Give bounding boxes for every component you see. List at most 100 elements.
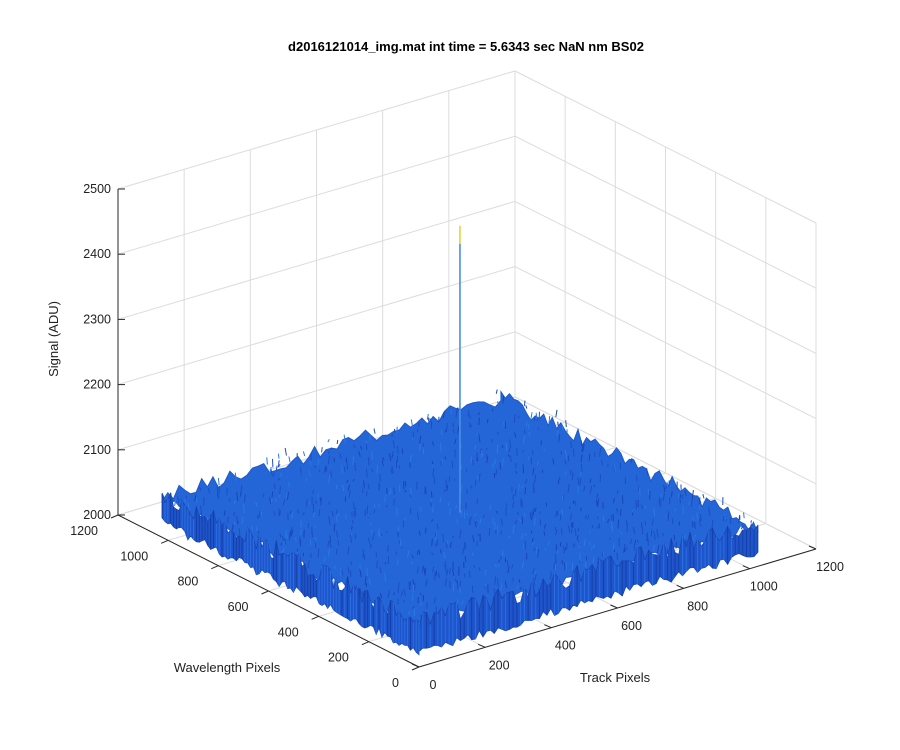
surface-texture [352,478,355,482]
surface-texture [311,531,314,538]
surface-texture [691,520,694,528]
surface-texture [323,556,326,562]
surface-texture [346,479,349,484]
surface-texture [459,580,462,587]
surface-texture [341,569,344,576]
surface-texture [455,505,458,509]
grid-line [514,70,817,224]
surface-texture [455,407,459,414]
surface-texture [494,564,497,568]
surface-texture [528,431,531,437]
surface-texture [384,495,386,503]
surface-texture [324,465,327,473]
surface-texture [207,488,211,494]
surface-texture [500,518,503,526]
surface-texture [402,520,405,528]
surface-texture [385,504,388,508]
surface-texture [577,477,580,487]
surface-texture [691,489,694,499]
surface-texture [391,454,394,458]
surface-texture [199,487,202,491]
surface-texture [277,460,280,468]
surface-texture [278,494,281,498]
surface-texture [309,460,312,466]
surface-texture [433,596,437,604]
surface-texture [581,444,584,453]
surface-texture [509,439,512,448]
z-tick-label: 2000 [83,508,111,522]
surface-texture [327,548,331,557]
surface-texture [400,590,403,597]
surface-texture [240,485,243,493]
surface-texture [570,528,573,534]
surface-texture [507,454,510,458]
surface-texture [580,454,583,463]
surface-texture [339,453,342,459]
surface-texture [564,450,567,456]
surface-texture [432,441,435,446]
surface-texture [616,552,618,561]
surface-texture [694,521,696,530]
surface-texture [444,577,447,587]
surface-texture [500,582,503,592]
surface-texture [337,540,340,546]
surface-texture [434,533,437,538]
surface-texture [445,565,447,574]
surface-texture [532,508,535,516]
surface-texture [477,475,480,481]
surface-texture [320,497,323,506]
surface-texture [398,465,401,469]
surface-texture [431,538,433,547]
surface-texture [532,568,535,574]
surface-texture [343,434,346,444]
surface-texture [460,484,463,492]
surface-texture [436,539,439,547]
surface-texture [314,525,316,528]
y-tick-mark [110,514,119,519]
surface-texture [439,443,442,453]
surface-texture [476,498,479,505]
grid-line [117,200,516,320]
surface-texture [518,579,521,584]
surface-texture [352,519,354,524]
surface-texture [435,570,438,577]
x-tick-mark [477,643,486,648]
surface-texture [562,495,565,500]
surface-texture [532,467,535,476]
surface-texture [743,512,745,519]
surface-texture [433,475,436,485]
surface-texture [523,400,526,406]
surface-texture [363,480,365,488]
surface-texture [174,497,177,507]
surface-texture [635,499,638,509]
surface-texture [531,541,534,545]
surface-texture [636,539,639,543]
surface-texture [446,484,449,491]
surface-texture [501,458,504,467]
surface-texture [517,415,520,419]
surface-texture [486,456,489,464]
surface-texture [414,583,416,591]
surface-texture [431,552,434,556]
surface-texture [632,526,636,535]
surface-texture [570,469,572,476]
surface-texture [657,544,660,553]
surface-texture [623,543,626,553]
surface-texture [698,518,702,527]
surface-texture [567,484,570,493]
surface-texture [424,527,427,534]
surface-texture [662,492,665,501]
surface-texture [390,468,393,474]
surface-texture [452,535,455,539]
surface-texture [495,389,498,394]
surface-texture [231,524,234,531]
surface-texture [521,499,524,508]
surface-texture [452,429,455,434]
grid-line [117,266,516,386]
surface-texture [587,514,590,520]
surface-texture [534,474,537,483]
surface-texture [442,411,446,419]
surface-texture [425,578,428,586]
surface-texture [432,468,435,477]
surface-texture [590,545,593,551]
